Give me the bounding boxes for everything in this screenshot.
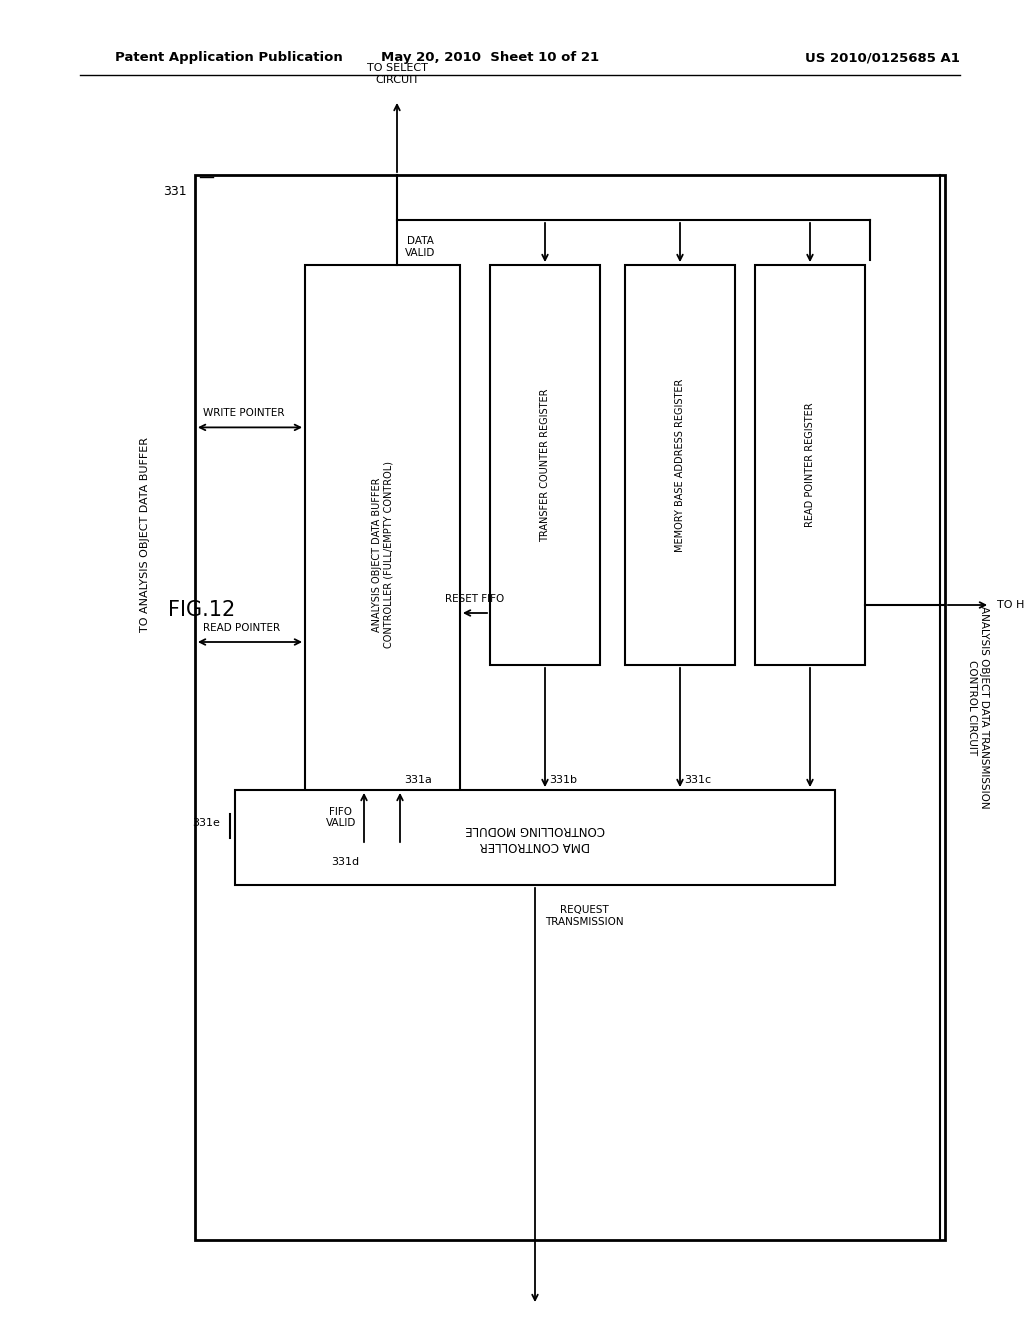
Text: FIG.12: FIG.12 bbox=[168, 601, 236, 620]
Text: May 20, 2010  Sheet 10 of 21: May 20, 2010 Sheet 10 of 21 bbox=[381, 51, 599, 65]
Text: READ POINTER REGISTER: READ POINTER REGISTER bbox=[805, 403, 815, 527]
Text: RESET FIFO: RESET FIFO bbox=[445, 594, 505, 605]
Text: READ POINTER: READ POINTER bbox=[203, 623, 281, 634]
Text: 331c: 331c bbox=[684, 775, 711, 785]
Text: TRANSFER COUNTER REGISTER: TRANSFER COUNTER REGISTER bbox=[540, 388, 550, 541]
Text: TO ANALYSIS OBJECT DATA BUFFER: TO ANALYSIS OBJECT DATA BUFFER bbox=[140, 437, 150, 632]
Bar bbox=[234, 789, 835, 884]
Text: REQUEST
TRANSMISSION: REQUEST TRANSMISSION bbox=[545, 906, 624, 927]
Bar bbox=[625, 265, 735, 665]
Bar bbox=[490, 265, 600, 665]
Bar bbox=[195, 176, 945, 1239]
Text: 331e: 331e bbox=[193, 818, 220, 828]
Text: TO SELECT
CIRCUIT: TO SELECT CIRCUIT bbox=[367, 63, 427, 84]
Text: 331d: 331d bbox=[331, 857, 359, 867]
Text: ANALYSIS OBJECT DATA BUFFER
CONTROLLER (FULL/EMPTY CONTROL): ANALYSIS OBJECT DATA BUFFER CONTROLLER (… bbox=[372, 462, 393, 648]
Text: 331: 331 bbox=[164, 185, 187, 198]
Text: TO HOST MCU: TO HOST MCU bbox=[997, 601, 1024, 610]
Text: FIFO
VALID: FIFO VALID bbox=[326, 807, 356, 829]
Bar bbox=[755, 265, 865, 665]
Text: DATA
VALID: DATA VALID bbox=[406, 236, 435, 257]
Text: ANALYSIS OBJECT DATA TRANSMISSION
CONTROL CIRCUIT: ANALYSIS OBJECT DATA TRANSMISSION CONTRO… bbox=[968, 606, 989, 809]
Text: US 2010/0125685 A1: US 2010/0125685 A1 bbox=[805, 51, 961, 65]
Text: WRITE POINTER: WRITE POINTER bbox=[203, 408, 285, 418]
Text: DMA CONTROLLER
CONTROLLING MODULE: DMA CONTROLLER CONTROLLING MODULE bbox=[465, 824, 605, 851]
Text: MEMORY BASE ADDRESS REGISTER: MEMORY BASE ADDRESS REGISTER bbox=[675, 379, 685, 552]
Bar bbox=[305, 265, 460, 845]
Text: 331b: 331b bbox=[549, 775, 577, 785]
Text: Patent Application Publication: Patent Application Publication bbox=[115, 51, 343, 65]
Text: 331a: 331a bbox=[404, 775, 432, 785]
